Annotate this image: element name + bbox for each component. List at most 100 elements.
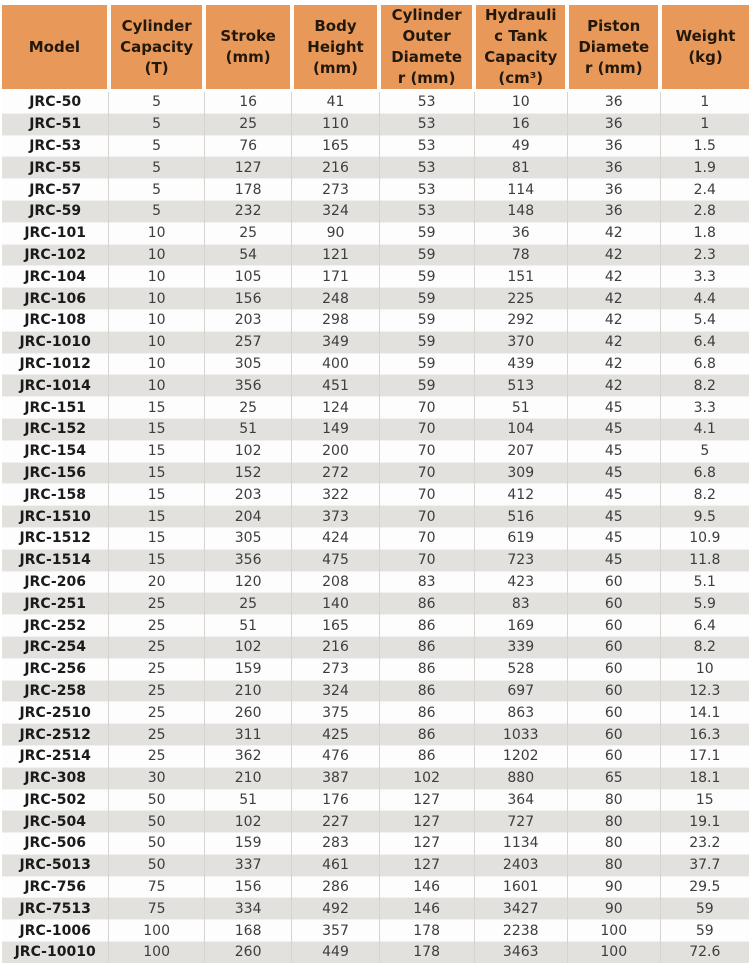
table-row: JRC-108 10 203 298 59 292 42 5.4: [2, 308, 749, 332]
value-cell: 476: [291, 744, 380, 768]
model-cell: JRC-504: [2, 810, 109, 833]
value-cell: 51: [203, 614, 292, 637]
value-cell: 120: [203, 570, 292, 593]
value-cell: 36: [566, 112, 661, 136]
value-cell: 10: [108, 265, 205, 288]
model-cell: JRC-206: [2, 570, 109, 593]
value-cell: 5: [108, 199, 205, 223]
value-cell: 86: [378, 679, 475, 702]
value-cell: 146: [378, 875, 475, 898]
table-row: JRC-1512 15 305 424 70 619 45 10.9: [2, 526, 749, 550]
value-cell: 70: [378, 417, 475, 441]
table-row: JRC-106 10 156 248 59 225 42 4.4: [2, 287, 749, 310]
column-header-stroke-mm: Stroke (mm): [202, 5, 292, 92]
table-row: JRC-151 15 25 124 70 51 45 3.3: [2, 396, 749, 419]
value-cell: 37.7: [659, 853, 749, 877]
value-cell: 178: [378, 919, 475, 942]
model-cell: JRC-55: [2, 156, 109, 179]
value-cell: 4.1: [659, 417, 749, 441]
value-cell: 59: [378, 352, 475, 375]
table-row: JRC-104 10 105 171 59 151 42 3.3: [2, 265, 749, 288]
table-row: JRC-57 5 178 273 53 114 36 2.4: [2, 178, 749, 201]
model-cell: JRC-756: [2, 875, 109, 898]
value-cell: 59: [378, 221, 475, 245]
value-cell: 36: [473, 221, 568, 245]
value-cell: 76: [203, 134, 292, 157]
value-cell: 5: [108, 90, 205, 114]
value-cell: 124: [291, 396, 380, 419]
value-cell: 78: [473, 243, 568, 266]
value-cell: 305: [203, 352, 292, 375]
value-cell: 70: [378, 396, 475, 419]
value-cell: 45: [566, 439, 661, 463]
value-cell: 83: [378, 570, 475, 593]
value-cell: 15: [108, 417, 205, 441]
value-cell: 3.3: [659, 396, 749, 419]
value-cell: 8.2: [659, 483, 749, 506]
model-cell: JRC-1512: [2, 526, 109, 550]
value-cell: 19.1: [659, 810, 749, 833]
value-cell: 516: [473, 505, 568, 528]
value-cell: 25: [203, 592, 292, 615]
value-cell: 140: [291, 592, 380, 615]
table-row: JRC-7513 75 334 492 146 3427 90 59: [2, 897, 749, 920]
value-cell: 165: [291, 134, 380, 157]
value-cell: 2.3: [659, 243, 749, 266]
value-cell: 36: [566, 90, 661, 114]
table-row: JRC-1012 10 305 400 59 439 42 6.8: [2, 352, 749, 375]
value-cell: 83: [473, 592, 568, 615]
header-row: Model Cylinder Capacity (T) Stroke (mm) Bod…: [2, 5, 749, 92]
value-cell: 356: [203, 548, 292, 572]
value-cell: 42: [566, 265, 661, 288]
table-row: JRC-1006 100 168 357 178 2238 100 59: [2, 919, 749, 942]
value-cell: 86: [378, 657, 475, 681]
value-cell: 51: [473, 396, 568, 419]
value-cell: 127: [378, 853, 475, 877]
value-cell: 423: [473, 570, 568, 593]
value-cell: 260: [203, 941, 292, 963]
value-cell: 25: [108, 679, 205, 702]
model-cell: JRC-254: [2, 635, 109, 659]
value-cell: 23.2: [659, 832, 749, 855]
value-cell: 216: [291, 635, 380, 659]
value-cell: 51: [203, 788, 292, 811]
value-cell: 29.5: [659, 875, 749, 898]
value-cell: 25: [203, 396, 292, 419]
column-header-piston-diameter-mm: Piston Diameter (mm): [565, 5, 661, 92]
value-cell: 25: [108, 723, 205, 746]
value-cell: 324: [291, 199, 380, 223]
value-cell: 59: [659, 919, 749, 942]
model-cell: JRC-10010: [2, 941, 109, 963]
table-row: JRC-59 5 232 324 53 148 36 2.8: [2, 199, 749, 223]
model-cell: JRC-502: [2, 788, 109, 811]
value-cell: 10: [108, 221, 205, 245]
value-cell: 337: [203, 853, 292, 877]
value-cell: 81: [473, 156, 568, 179]
value-cell: 6.4: [659, 330, 749, 354]
value-cell: 178: [203, 178, 292, 201]
table-row: JRC-5013 50 337 461 127 2403 80 37.7: [2, 853, 749, 877]
model-cell: JRC-156: [2, 461, 109, 484]
value-cell: 25: [203, 221, 292, 245]
table-row: JRC-154 15 102 200 70 207 45 5: [2, 439, 749, 463]
value-cell: 42: [566, 308, 661, 332]
value-cell: 210: [203, 679, 292, 702]
value-cell: 200: [291, 439, 380, 463]
value-cell: 45: [566, 417, 661, 441]
value-cell: 1.9: [659, 156, 749, 179]
value-cell: 260: [203, 701, 292, 724]
value-cell: 121: [291, 243, 380, 266]
value-cell: 178: [378, 941, 475, 963]
table-row: JRC-102 10 54 121 59 78 42 2.3: [2, 243, 749, 266]
value-cell: 70: [378, 505, 475, 528]
value-cell: 232: [203, 199, 292, 223]
model-cell: JRC-152: [2, 417, 109, 441]
value-cell: 475: [291, 548, 380, 572]
value-cell: 15: [108, 505, 205, 528]
value-cell: 449: [291, 941, 380, 963]
value-cell: 60: [566, 657, 661, 681]
value-cell: 8.2: [659, 635, 749, 659]
table-row: JRC-251 25 25 140 86 83 60 5.9: [2, 592, 749, 615]
value-cell: 2.4: [659, 178, 749, 201]
value-cell: 25: [203, 112, 292, 136]
